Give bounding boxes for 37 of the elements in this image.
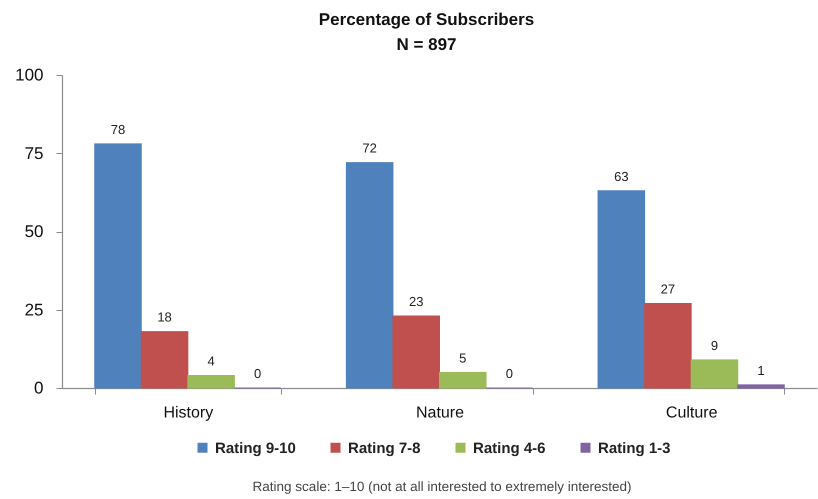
data-label: 23: [408, 294, 424, 310]
bar: [346, 162, 394, 388]
x-tick-label: History: [163, 404, 214, 422]
y-tick-label: 0: [34, 378, 44, 398]
data-label: 5: [459, 350, 466, 366]
chart-title: Percentage of Subscribers: [318, 10, 534, 29]
data-label: 18: [157, 310, 172, 325]
data-label: 0: [506, 366, 513, 381]
y-tick-label: 50: [24, 222, 44, 241]
legend-label: Rating 4-6: [473, 440, 546, 457]
bar: [392, 316, 440, 388]
chart-subtitle: N = 897: [396, 35, 457, 54]
bar: [690, 359, 738, 388]
bar: [187, 374, 235, 388]
bar: [439, 372, 487, 388]
data-label: 1: [757, 362, 765, 378]
bar: [737, 384, 785, 388]
x-tick-label: Nature: [416, 404, 464, 422]
legend-label: Rating 9-10: [215, 440, 296, 457]
y-tick-label: 75: [24, 144, 44, 163]
bar: [94, 143, 142, 388]
data-label: 27: [660, 281, 676, 296]
bar: [140, 331, 188, 388]
data-label: 63: [614, 168, 629, 184]
data-label: 0: [254, 366, 262, 381]
bar: [644, 302, 692, 388]
x-tick-label: Culture: [666, 404, 718, 422]
y-tick-label: 100: [15, 66, 44, 84]
y-tick-label: 25: [24, 300, 44, 320]
legend-label: Rating 1-3: [598, 440, 671, 457]
data-label: 78: [110, 122, 126, 137]
bar: [598, 190, 646, 388]
data-label: 4: [207, 353, 215, 368]
data-label: 9: [710, 338, 718, 353]
data-label: 72: [362, 140, 377, 156]
text: Rating scale: 1–10 (not at all interested to extremely interested): [252, 479, 632, 494]
legend-label: Rating 7-8: [348, 440, 421, 457]
